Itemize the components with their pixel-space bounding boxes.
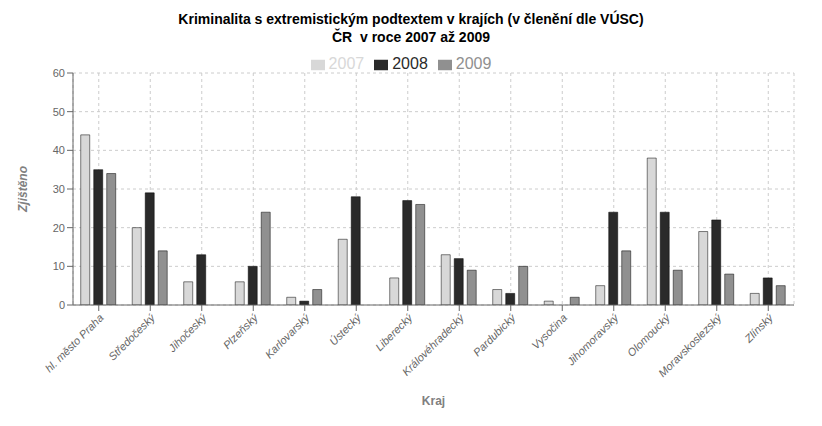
svg-text:Vysočina: Vysočina	[529, 311, 569, 351]
html-text:2007: 2007	[328, 55, 365, 72]
svg-text:Královéhradecký: Královéhradecký	[400, 310, 467, 377]
svg-text:30: 30	[53, 183, 65, 195]
svg-text:Středočeský: Středočeský	[106, 310, 158, 362]
svg-text:Zlínský: Zlínský	[741, 310, 776, 345]
svg-text:Zjištěno: Zjištěno	[16, 166, 30, 213]
svg-text:60: 60	[53, 67, 65, 79]
svg-text:Jihomoravský: Jihomoravský	[564, 310, 622, 368]
svg-text:Olomoucký: Olomoucký	[625, 310, 673, 358]
svg-text:0: 0	[59, 299, 65, 311]
svg-text:hl. město Praha: hl. město Praha	[43, 311, 106, 374]
svg-text:Moravskoslezský: Moravskoslezský	[656, 310, 725, 379]
svg-text:Pardubický: Pardubický	[471, 310, 519, 358]
svg-text:Plzeňský: Plzeňský	[221, 310, 262, 351]
svg-text:20: 20	[53, 222, 65, 234]
svg-text:Liberecký: Liberecký	[373, 310, 416, 353]
svg-text:Kraj: Kraj	[422, 394, 445, 408]
svg-text:Jihočeský: Jihočeský	[165, 310, 209, 354]
html-text:Kriminalita s extremistickým p: Kriminalita s extremistickým podtextem v…	[178, 11, 644, 45]
html-text:2008: 2008	[392, 55, 428, 72]
html-text:2009: 2009	[455, 55, 492, 72]
svg-text:10: 10	[53, 260, 65, 272]
svg-text:50: 50	[53, 106, 65, 118]
svg-text:40: 40	[53, 144, 65, 156]
svg-text:Karlovarský: Karlovarský	[263, 310, 313, 360]
svg-text:Ústecký: Ústecký	[327, 310, 364, 347]
